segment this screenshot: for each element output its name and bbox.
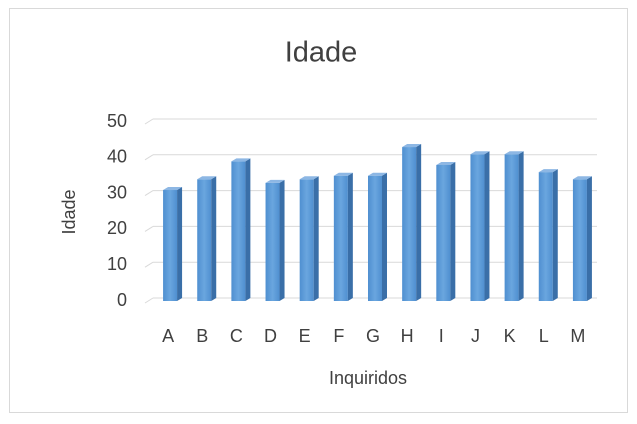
bar-top xyxy=(197,176,217,180)
x-tick-label: G xyxy=(366,326,380,346)
x-tick-label: F xyxy=(333,326,344,346)
bar-top xyxy=(538,169,558,173)
bar-top xyxy=(504,151,524,155)
bar xyxy=(504,154,519,301)
x-tick-label: K xyxy=(504,326,516,346)
bar-top xyxy=(299,176,319,180)
grid-line-depth xyxy=(144,154,154,161)
y-axis-title: Idade xyxy=(59,189,79,234)
x-tick-label: L xyxy=(539,326,549,346)
x-tick-label: C xyxy=(230,326,243,346)
bar-side xyxy=(518,151,524,301)
bar-top xyxy=(163,187,183,191)
bar-top xyxy=(231,158,251,162)
x-axis-title: Inquiridos xyxy=(329,368,407,388)
bar-side xyxy=(313,176,319,301)
bar-side xyxy=(211,176,217,301)
bar-side xyxy=(245,158,251,301)
y-tick-label: 10 xyxy=(107,254,127,274)
bar-side xyxy=(450,161,456,301)
bar-side xyxy=(347,172,353,301)
x-tick-label: B xyxy=(196,326,208,346)
y-tick-label: 20 xyxy=(107,218,127,238)
bar xyxy=(470,154,485,301)
bar xyxy=(368,175,382,301)
x-tick-label: E xyxy=(299,326,311,346)
bar-top xyxy=(402,144,422,148)
bar xyxy=(197,179,212,301)
x-tick-label: J xyxy=(471,326,480,346)
chart-title: Idade xyxy=(285,37,358,69)
grid-line-depth xyxy=(144,190,154,197)
bar-side xyxy=(382,172,387,301)
bar xyxy=(402,147,417,301)
bar xyxy=(231,161,246,301)
x-tick-label: M xyxy=(570,326,585,346)
bar-side xyxy=(552,169,558,301)
bar-top xyxy=(572,176,592,180)
grid-line-depth xyxy=(144,261,154,268)
bar xyxy=(163,190,178,301)
grid-line-depth xyxy=(144,118,154,125)
bar xyxy=(333,175,348,301)
bar xyxy=(572,179,587,301)
bar-side xyxy=(416,144,422,301)
grid-line-depth xyxy=(144,225,154,232)
bar xyxy=(436,164,451,301)
bar-side xyxy=(586,176,592,301)
y-tick-label: 50 xyxy=(107,111,127,131)
bar-side xyxy=(177,187,183,301)
bar-top xyxy=(436,161,456,165)
y-tick-label: 30 xyxy=(107,182,127,202)
bar-top xyxy=(368,172,387,176)
y-tick-label: 0 xyxy=(117,290,127,310)
bar-top xyxy=(333,172,353,176)
x-tick-label: D xyxy=(264,326,277,346)
bar xyxy=(265,182,280,301)
x-tick-label: H xyxy=(401,326,414,346)
x-tick-label: A xyxy=(162,326,174,346)
bar-top xyxy=(265,179,285,183)
y-tick-label: 40 xyxy=(107,147,127,167)
bar xyxy=(538,172,553,301)
bar-side xyxy=(279,179,285,301)
bar-top xyxy=(470,151,490,155)
x-tick-label: I xyxy=(439,326,444,346)
bar xyxy=(299,179,314,301)
bar-side xyxy=(484,151,490,301)
grid-line-depth xyxy=(144,297,154,304)
